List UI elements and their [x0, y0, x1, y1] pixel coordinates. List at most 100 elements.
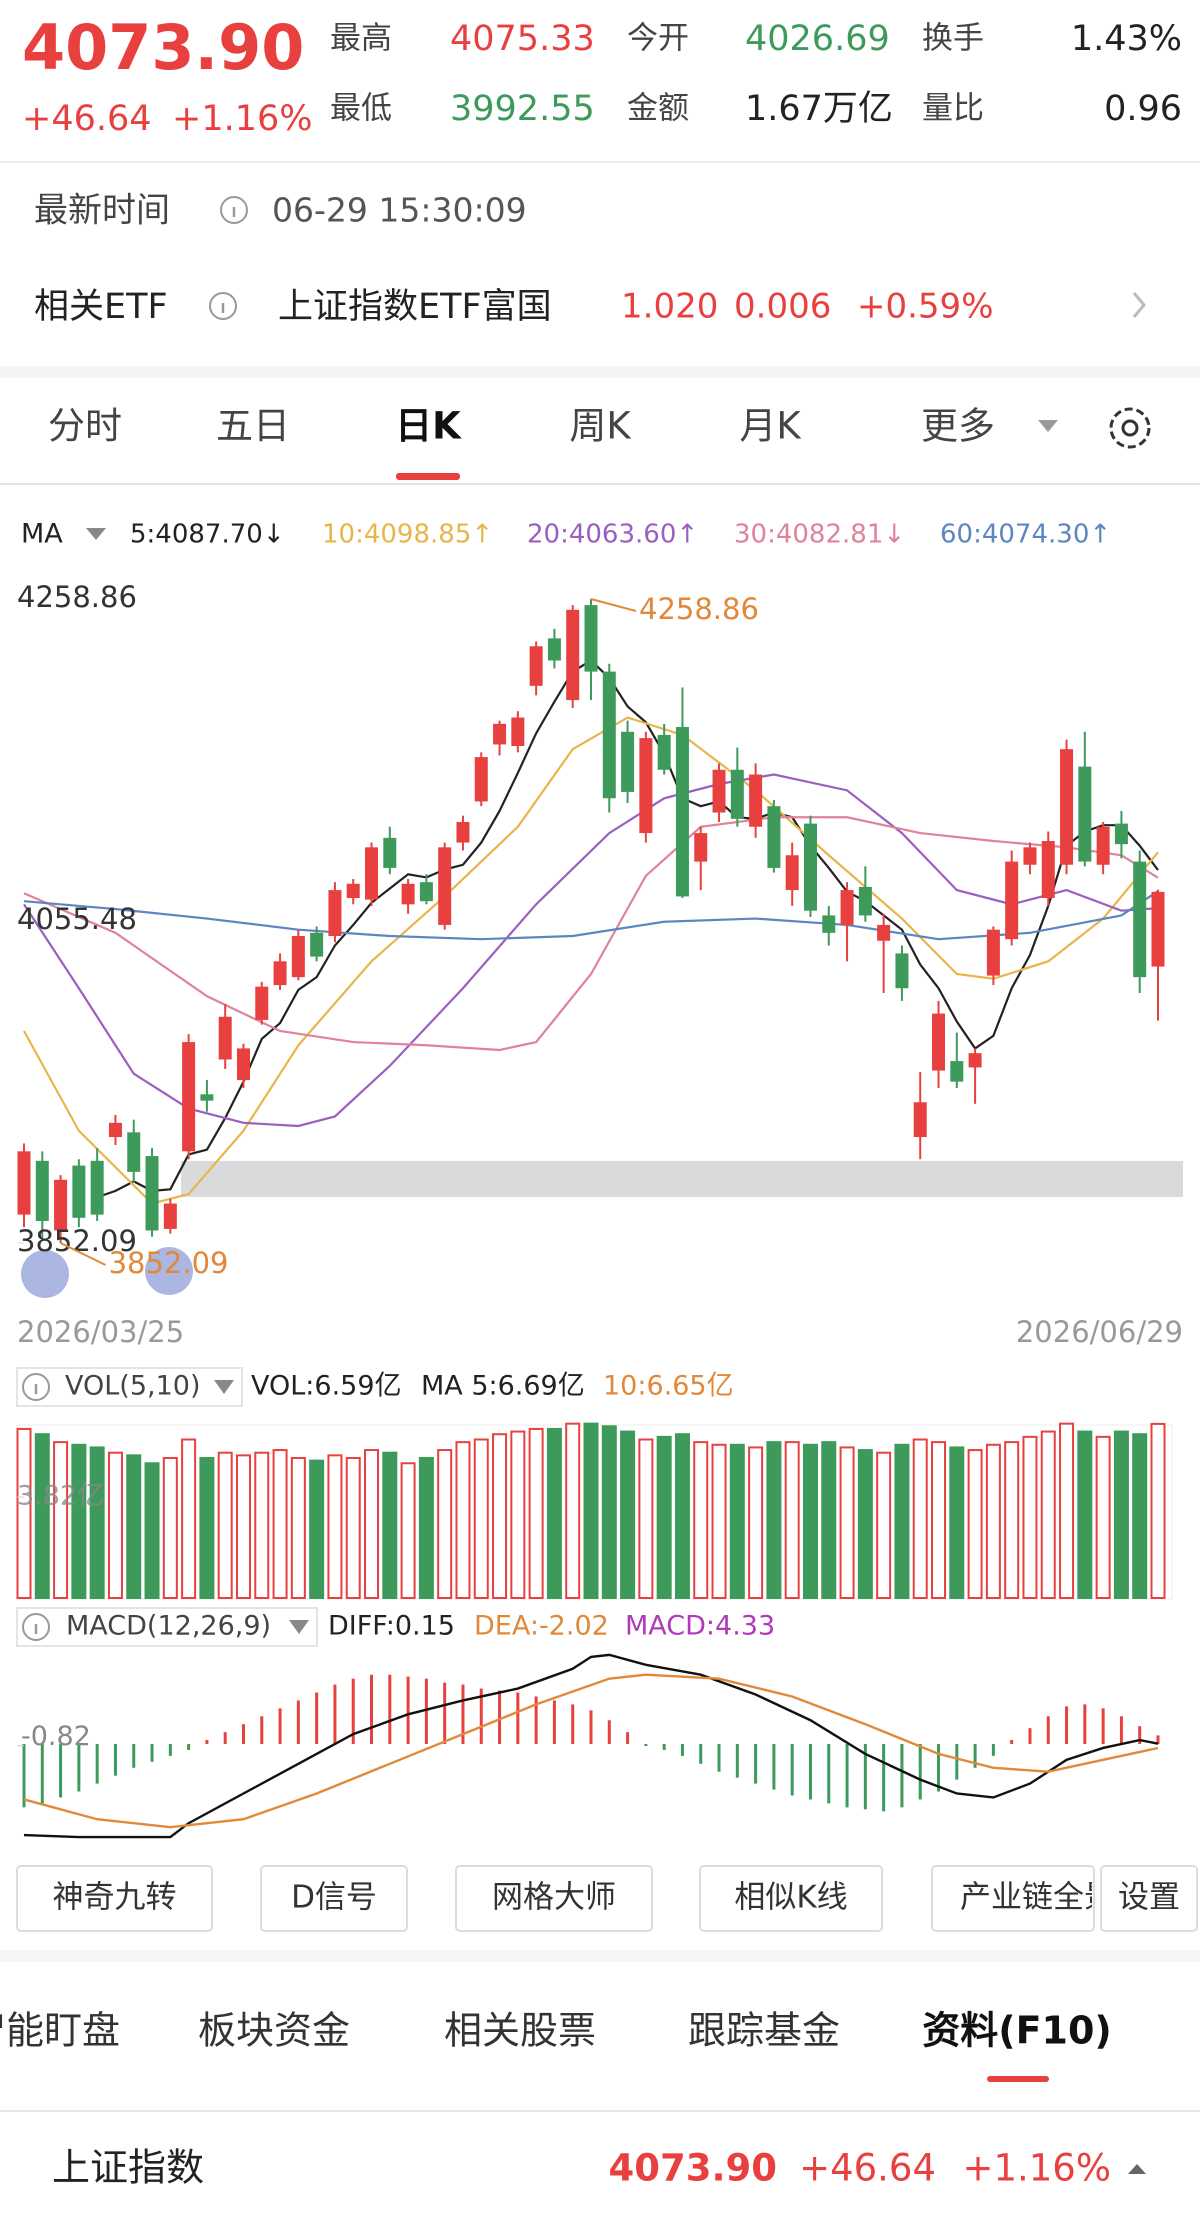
- candle-body: [986, 929, 1000, 976]
- tool-button-label[interactable]: 设置: [1118, 1880, 1180, 1916]
- extreme-pointer: [590, 598, 637, 612]
- volume-bar: [107, 1451, 123, 1600]
- volume-bar: [1077, 1430, 1093, 1599]
- period-tab[interactable]: 五日: [216, 405, 290, 448]
- candle-body: [877, 924, 891, 941]
- candle-body: [1078, 766, 1092, 862]
- dropdown-arrow[interactable]: [214, 1380, 234, 1394]
- candle-body: [529, 646, 543, 686]
- volume-bar: [565, 1422, 581, 1600]
- period-tab[interactable]: 月K: [739, 405, 802, 448]
- stat-value: 1.43%: [1071, 19, 1182, 59]
- tool-button-label[interactable]: 产业链全景: [960, 1880, 1115, 1916]
- extreme-label: 4258.86: [639, 592, 759, 626]
- candle-body: [1151, 891, 1165, 967]
- tool-button[interactable]: [699, 1865, 883, 1932]
- period-tab[interactable]: 更多: [921, 405, 995, 448]
- dropdown-arrow[interactable]: [1038, 420, 1058, 432]
- volume-bar: [290, 1456, 306, 1600]
- candle-body: [474, 757, 488, 802]
- volume-bar: [418, 1456, 434, 1600]
- candle-body: [767, 806, 781, 868]
- candle-body: [657, 734, 671, 770]
- float-button[interactable]: [21, 1250, 69, 1298]
- sort-arrow[interactable]: [1128, 2164, 1146, 2174]
- volume-bar: [455, 1441, 471, 1599]
- volume-bar: [1040, 1430, 1056, 1599]
- ma-legend: 60:4074.30↑: [940, 520, 1111, 550]
- bottom-tab[interactable]: 跟踪基金: [688, 2009, 840, 2053]
- tool-button-label[interactable]: D信号: [291, 1880, 377, 1916]
- volume-bar: [254, 1451, 270, 1600]
- candle-body: [822, 915, 836, 933]
- bottom-tab[interactable]: 资料(F10): [922, 2009, 1112, 2053]
- stat-label: 最低: [330, 91, 392, 127]
- bottom-tab[interactable]: 板块资金: [198, 2009, 350, 2053]
- candle-body: [456, 822, 470, 843]
- candle-body: [54, 1179, 68, 1231]
- tool-button[interactable]: [455, 1865, 653, 1932]
- volume-legend: VOL:6.59亿: [251, 1371, 402, 1402]
- volume-bar: [821, 1441, 837, 1599]
- time-label: 最新时间: [34, 191, 170, 231]
- info-icon: [220, 196, 248, 224]
- tool-button[interactable]: [16, 1865, 213, 1932]
- bottom-tab[interactable]: 智能盯盘: [0, 2009, 120, 2053]
- candle-body: [273, 961, 287, 986]
- info-icon: [22, 1373, 50, 1401]
- stat-label: 换手: [922, 21, 984, 57]
- candle-body: [1133, 861, 1147, 978]
- chevron[interactable]: [1132, 292, 1146, 318]
- tool-button[interactable]: [931, 1865, 1095, 1932]
- section-gap: [0, 1950, 1200, 1962]
- tool-button[interactable]: [1100, 1865, 1198, 1932]
- tool-button-label[interactable]: 神奇九转: [53, 1880, 177, 1916]
- candle-body: [17, 1151, 31, 1215]
- etf-name[interactable]: 上证指数ETF富国: [278, 287, 552, 327]
- volume-bar: [1095, 1435, 1111, 1599]
- volume-bar: [967, 1449, 983, 1599]
- legend-box[interactable]: [16, 1607, 318, 1647]
- candle-body: [950, 1061, 964, 1082]
- candle-body: [108, 1122, 122, 1138]
- volume-legend: 10:6.65亿: [603, 1371, 734, 1402]
- tool-button-label[interactable]: 相似K线: [734, 1880, 847, 1916]
- candle-body: [730, 769, 744, 819]
- volume-bar: [784, 1441, 800, 1599]
- volume-bar: [931, 1441, 947, 1599]
- candle-body: [1041, 841, 1055, 899]
- dropdown-arrow[interactable]: [289, 1620, 309, 1634]
- candle-body: [365, 847, 379, 900]
- ma-legend: 20:4063.60↑: [527, 520, 698, 550]
- period-tab[interactable]: 分时: [48, 405, 122, 448]
- time-value: 06-29 15:30:09: [272, 191, 527, 230]
- period-tab[interactable]: 日K: [395, 405, 462, 448]
- stat-label: 金额: [627, 91, 689, 127]
- tool-button[interactable]: [260, 1865, 408, 1932]
- y-tick-label: 3.82亿: [17, 1481, 104, 1512]
- panel-title: MACD(12,26,9): [66, 1611, 271, 1642]
- volume-bar: [144, 1462, 160, 1600]
- settings-icon[interactable]: [1109, 407, 1151, 449]
- y-tick-label: 4258.86: [17, 580, 137, 614]
- volume-bar: [1132, 1433, 1148, 1600]
- volume-bar: [235, 1454, 251, 1599]
- stat-value: 1.67万亿: [745, 89, 893, 129]
- macd-line: [23, 1673, 1159, 1829]
- dropdown-arrow[interactable]: [86, 528, 106, 540]
- period-tab[interactable]: 周K: [569, 405, 632, 448]
- volume-bar: [620, 1430, 636, 1599]
- candle-body: [1060, 749, 1074, 865]
- tool-button-label[interactable]: 网格大师: [492, 1880, 616, 1916]
- volume-bar: [546, 1427, 562, 1600]
- volume-bar: [894, 1443, 910, 1599]
- bottom-tab[interactable]: 相关股票: [444, 2009, 596, 2053]
- legend-box[interactable]: [16, 1367, 243, 1407]
- candle-body: [419, 882, 433, 902]
- volume-bar: [437, 1449, 453, 1599]
- volume-bar: [16, 1427, 32, 1600]
- volume-bar: [34, 1433, 50, 1600]
- panel-title: VOL(5,10): [65, 1371, 200, 1402]
- macd-legend: MACD:4.33: [625, 1611, 775, 1642]
- float-button[interactable]: [145, 1247, 193, 1295]
